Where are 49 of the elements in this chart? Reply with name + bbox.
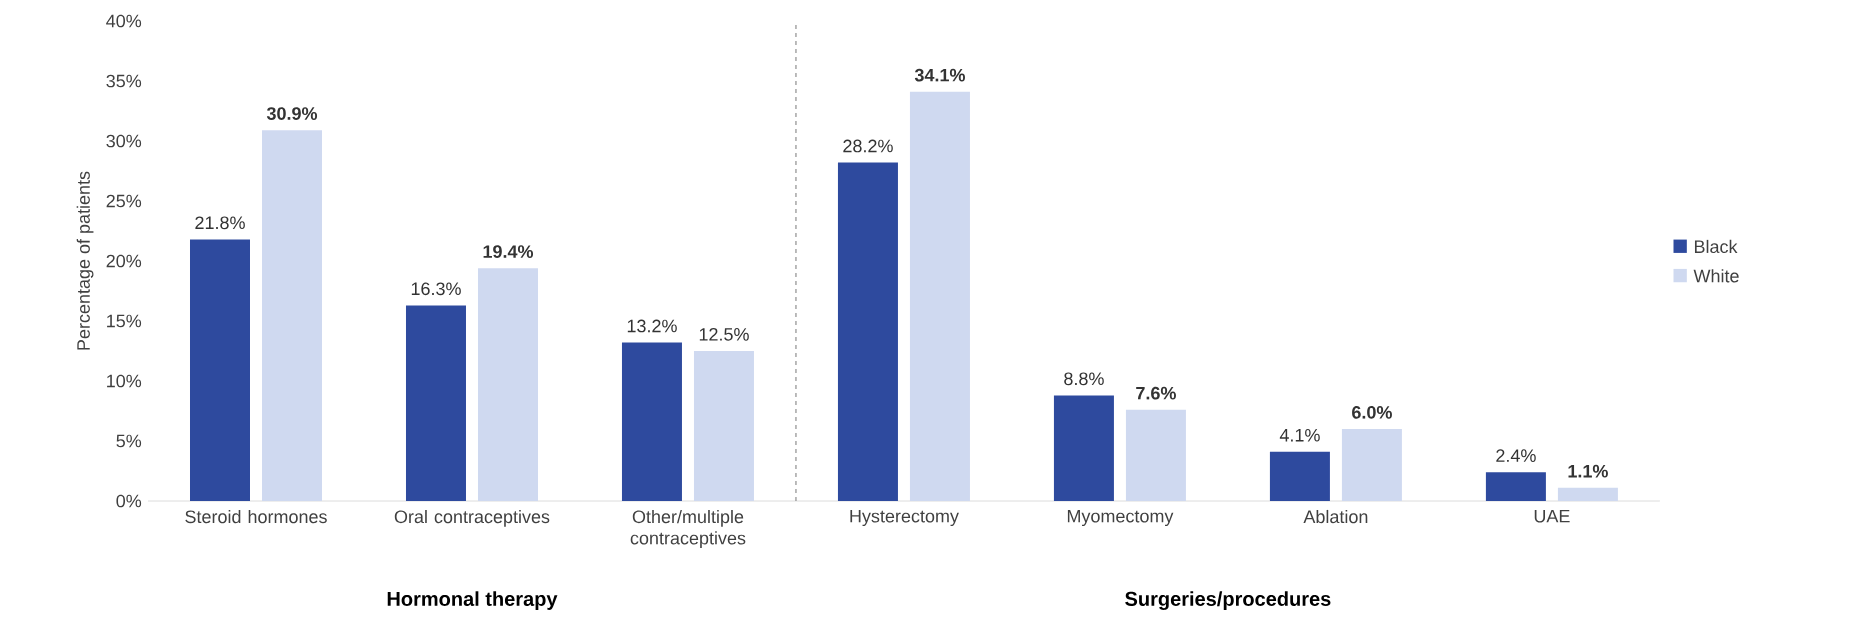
bar — [909, 91, 970, 501]
data-label: 21.8% — [195, 216, 245, 230]
x-tick-label: Steroid hormones — [185, 509, 327, 524]
y-axis-title: Percentage of patients — [76, 171, 94, 350]
y-tick-label: 0% — [116, 494, 142, 508]
y-tick-label: 15% — [107, 314, 142, 328]
y-tick-label: 5% — [116, 434, 142, 448]
data-label: 28.2% — [843, 139, 893, 153]
y-tick-label: 10% — [107, 374, 142, 388]
bar — [1341, 429, 1402, 501]
x-tick-label: Oral contraceptives — [394, 509, 550, 527]
x-tick-label: Other/multiple contraceptives — [630, 509, 746, 549]
bar — [477, 268, 538, 501]
data-label: 16.3% — [411, 282, 461, 296]
data-label: 7.6% — [1136, 386, 1176, 400]
bar — [837, 162, 898, 501]
legend-label: Black — [1694, 239, 1738, 254]
text: Hormonal therapy — [387, 591, 558, 610]
data-label: 4.1% — [1279, 428, 1320, 442]
bar — [693, 351, 754, 501]
bar — [1485, 472, 1546, 501]
bar — [621, 342, 682, 501]
data-label: 19.4% — [483, 245, 534, 258]
bar — [1557, 487, 1618, 501]
data-label: 2.4% — [1496, 449, 1536, 462]
data-label: 6.0% — [1352, 405, 1392, 419]
bar — [1125, 409, 1186, 501]
bar — [1269, 451, 1330, 501]
data-label: 12.5% — [699, 327, 749, 341]
bar — [1053, 395, 1114, 501]
data-label: 1.1% — [1568, 464, 1608, 478]
data-label: 13.2% — [627, 319, 677, 333]
legend-label: White — [1693, 269, 1739, 283]
data-label: 30.9% — [266, 107, 318, 120]
bar — [405, 305, 466, 501]
y-tick-label: 20% — [106, 254, 142, 268]
x-tick-label: Ablation — [1303, 509, 1368, 524]
data-label: 34.1% — [914, 68, 965, 82]
data-label: 8.8% — [1064, 372, 1104, 386]
bar — [190, 239, 250, 501]
text: Surgeries/procedures — [1125, 591, 1331, 611]
bar — [262, 130, 322, 501]
y-tick-label: 40% — [106, 14, 142, 28]
x-tick-label: UAE — [1534, 509, 1570, 523]
y-tick-label: 25% — [106, 194, 142, 208]
y-tick-label: 30% — [106, 134, 142, 148]
x-tick-label: Hysterectomy — [850, 509, 959, 527]
x-tick-label: Myomectomy — [1067, 509, 1174, 527]
y-tick-label: 35% — [106, 74, 142, 88]
